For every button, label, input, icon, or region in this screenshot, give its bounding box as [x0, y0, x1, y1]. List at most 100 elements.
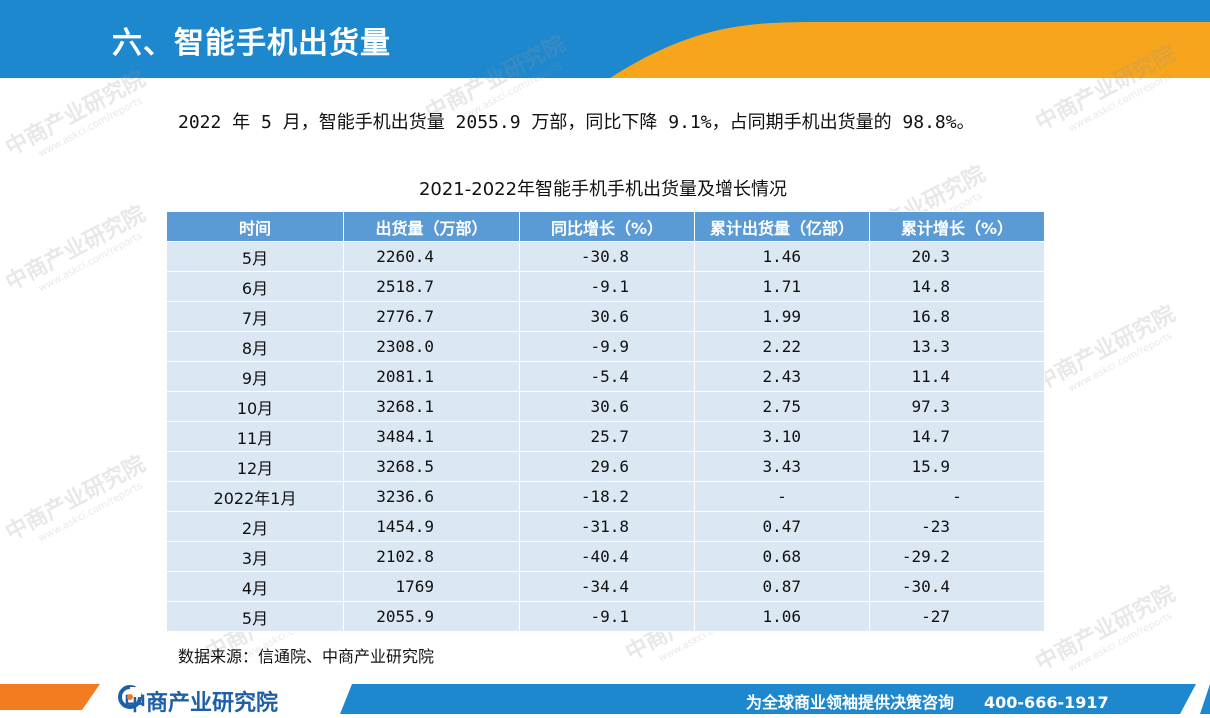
cell-cumulative-shipments: 0.47: [694, 511, 870, 542]
header-yoy-growth: 同比增长（%）: [519, 211, 695, 242]
cell-shipments: 2102.8: [343, 541, 520, 572]
cell-cumulative-growth: -23: [869, 511, 1045, 542]
cell-cumulative-growth: 14.7: [869, 421, 1045, 452]
page-title: 六、智能手机出货量: [112, 26, 391, 61]
header-background: [0, 0, 1210, 78]
cell-period: 10月: [166, 391, 344, 422]
table-header-row: 时间 出货量（万部） 同比增长（%） 累计出货量（亿部） 累计增长（%）: [166, 211, 1045, 242]
cell-yoy-growth: -5.4: [519, 361, 695, 392]
cell-period: 3月: [166, 541, 344, 572]
cell-cumulative-growth: -30.4: [869, 571, 1045, 602]
cell-cumulative-shipments: 3.43: [694, 451, 870, 482]
hotline-number: 400-666-1917: [984, 693, 1109, 712]
table-row: 5月 2260.4 -30.8 1.46 20.3: [166, 241, 1045, 272]
cell-yoy-growth: 29.6: [519, 451, 695, 482]
cell-cumulative-shipments: 3.10: [694, 421, 870, 452]
cell-cumulative-shipments: 2.22: [694, 331, 870, 362]
cell-period: 5月: [166, 601, 344, 632]
cell-yoy-growth: 30.6: [519, 301, 695, 332]
table-row: 8月 2308.0 -9.9 2.22 13.3: [166, 331, 1045, 362]
cell-cumulative-growth: -: [869, 481, 1045, 512]
cell-period: 7月: [166, 301, 344, 332]
cell-cumulative-shipments: 2.43: [694, 361, 870, 392]
logo-text: 中商产业研究院: [124, 691, 279, 716]
table-row: 10月 3268.1 30.6 2.75 97.3: [166, 391, 1045, 422]
cell-yoy-growth: -18.2: [519, 481, 695, 512]
cell-shipments: 2308.0: [343, 331, 520, 362]
cell-period: 6月: [166, 271, 344, 302]
cell-shipments: 3236.6: [343, 481, 520, 512]
cell-shipments: 1454.9: [343, 511, 520, 542]
cell-period: 4月: [166, 571, 344, 602]
cell-cumulative-shipments: 2.75: [694, 391, 870, 422]
table-row: 9月 2081.1 -5.4 2.43 11.4: [166, 361, 1045, 392]
data-source: 数据来源：信通院、中商产业研究院: [178, 647, 435, 666]
cell-shipments: 2518.7: [343, 271, 520, 302]
cell-shipments: 3268.1: [343, 391, 520, 422]
cell-period: 2022年1月: [166, 481, 344, 512]
cell-shipments: 2260.4: [343, 241, 520, 272]
cell-cumulative-shipments: 1.06: [694, 601, 870, 632]
table-row: 2月 1454.9 -31.8 0.47 -23: [166, 511, 1045, 542]
table-row: 6月 2518.7 -9.1 1.71 14.8: [166, 271, 1045, 302]
table-row: 5月 2055.9 -9.1 1.06 -27: [166, 601, 1045, 632]
table-row: 11月 3484.1 25.7 3.10 14.7: [166, 421, 1045, 452]
footer-slogan: 为全球商业领袖提供决策咨询 400-666-1917: [746, 689, 1109, 713]
cell-cumulative-growth: 15.9: [869, 451, 1045, 482]
cell-yoy-growth: -9.1: [519, 271, 695, 302]
cell-cumulative-growth: -29.2: [869, 541, 1045, 572]
table-title-text: 2021-2022年智能手机手机出货量及增长情况: [418, 179, 788, 200]
cell-period: 2月: [166, 511, 344, 542]
footer: 中商产业研究院 为全球商业领袖提供决策咨询 400-666-1917: [0, 680, 1210, 718]
shipment-table: 时间 出货量（万部） 同比增长（%） 累计出货量（亿部） 累计增长（%） 5月 2…: [166, 211, 1045, 632]
header-shipments: 出货量（万部）: [343, 211, 520, 242]
cell-cumulative-shipments: 0.68: [694, 541, 870, 572]
cell-cumulative-shipments: 1.46: [694, 241, 870, 272]
cell-cumulative-shipments: 1.99: [694, 301, 870, 332]
cell-yoy-growth: 30.6: [519, 391, 695, 422]
cell-yoy-growth: -9.9: [519, 331, 695, 362]
cell-cumulative-growth: 16.8: [869, 301, 1045, 332]
table-row: 3月 2102.8 -40.4 0.68 -29.2: [166, 541, 1045, 572]
cell-shipments: 2776.7: [343, 301, 520, 332]
cell-shipments: 3268.5: [343, 451, 520, 482]
table-row: 7月 2776.7 30.6 1.99 16.8: [166, 301, 1045, 332]
cell-yoy-growth: 25.7: [519, 421, 695, 452]
header-band: 六、智能手机出货量: [0, 0, 1210, 78]
cell-shipments: 3484.1: [343, 421, 520, 452]
table-title: 2021-2022年智能手机手机出货量及增长情况: [0, 175, 1210, 201]
table-body: 5月 2260.4 -30.8 1.46 20.3 6月 2518.7 -9.1 1.71 14.…: [166, 241, 1045, 632]
company-logo: 中商产业研究院: [118, 685, 278, 717]
header-cumulative-growth: 累计增长（%）: [869, 211, 1045, 242]
cell-period: 5月: [166, 241, 344, 272]
table-row: 2022年1月 3236.6 -18.2- -: [166, 481, 1045, 512]
slogan-text: 为全球商业领袖提供决策咨询: [746, 693, 955, 712]
cell-cumulative-growth: 13.3: [869, 331, 1045, 362]
cell-yoy-growth: -31.8: [519, 511, 695, 542]
cell-period: 11月: [166, 421, 344, 452]
table-row: 12月 3268.5 29.6 3.43 15.9: [166, 451, 1045, 482]
summary-text: 2022 年 5 月，智能手机出货量 2055.9 万部，同比下降 9.1%，占…: [178, 112, 975, 133]
cell-yoy-growth: -40.4: [519, 541, 695, 572]
cell-yoy-growth: -34.4: [519, 571, 695, 602]
cell-cumulative-shipments: -: [694, 481, 870, 512]
footer-background: [0, 684, 1210, 714]
cell-cumulative-growth: 14.8: [869, 271, 1045, 302]
table-row: 4月 1769 -34.4 0.87 -30.4: [166, 571, 1045, 602]
cell-shipments: 1769: [343, 571, 520, 602]
cell-shipments: 2081.1: [343, 361, 520, 392]
cell-cumulative-growth: -27: [869, 601, 1045, 632]
cell-period: 12月: [166, 451, 344, 482]
header-cumulative-shipments: 累计出货量（亿部）: [694, 211, 870, 242]
cell-cumulative-shipments: 1.71: [694, 271, 870, 302]
header-period: 时间: [166, 211, 344, 242]
cell-cumulative-growth: 11.4: [869, 361, 1045, 392]
cell-period: 9月: [166, 361, 344, 392]
logo-icon: [118, 685, 142, 709]
cell-cumulative-growth: 97.3: [869, 391, 1045, 422]
cell-yoy-growth: -30.8: [519, 241, 695, 272]
